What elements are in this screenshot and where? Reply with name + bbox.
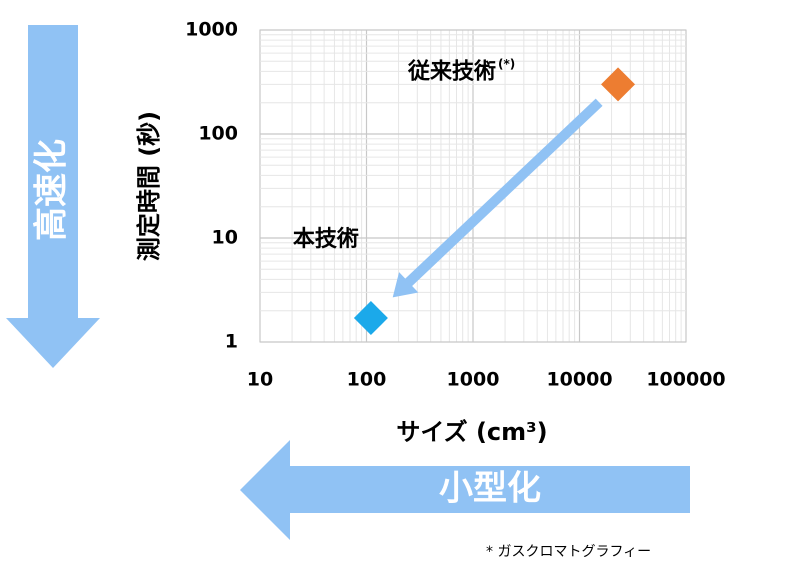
point-label-note: (*): [498, 57, 515, 71]
x-tick-label: 100: [347, 369, 387, 391]
y-axis-label: 測定時間 (秒): [135, 111, 163, 261]
x-tick-label: 10000: [546, 369, 612, 391]
trend-arrow: [392, 98, 603, 298]
y-tick-label: 10: [212, 227, 238, 249]
footnote: * ガスクロマトグラフィー: [486, 544, 651, 560]
x-tick-label: 1000: [447, 369, 500, 391]
point-label: 従来技術: [407, 58, 496, 84]
speed-label: 高速化: [32, 139, 72, 241]
size-arrow: [240, 440, 690, 540]
speed-arrow: [6, 25, 100, 368]
point: [353, 301, 388, 336]
point-label: 本技術: [293, 226, 359, 252]
y-tick-label: 1: [225, 331, 238, 353]
x-axis-label: サイズ (cm³): [396, 418, 547, 446]
y-tick-label: 1000: [185, 19, 238, 41]
size-label: 小型化: [439, 469, 541, 509]
x-tick-label: 10: [247, 369, 273, 391]
point: [601, 67, 636, 102]
y-tick-label: 100: [198, 123, 238, 145]
x-tick-label: 100000: [646, 369, 725, 391]
